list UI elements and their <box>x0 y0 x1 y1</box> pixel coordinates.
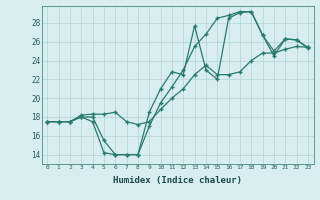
X-axis label: Humidex (Indice chaleur): Humidex (Indice chaleur) <box>113 176 242 185</box>
